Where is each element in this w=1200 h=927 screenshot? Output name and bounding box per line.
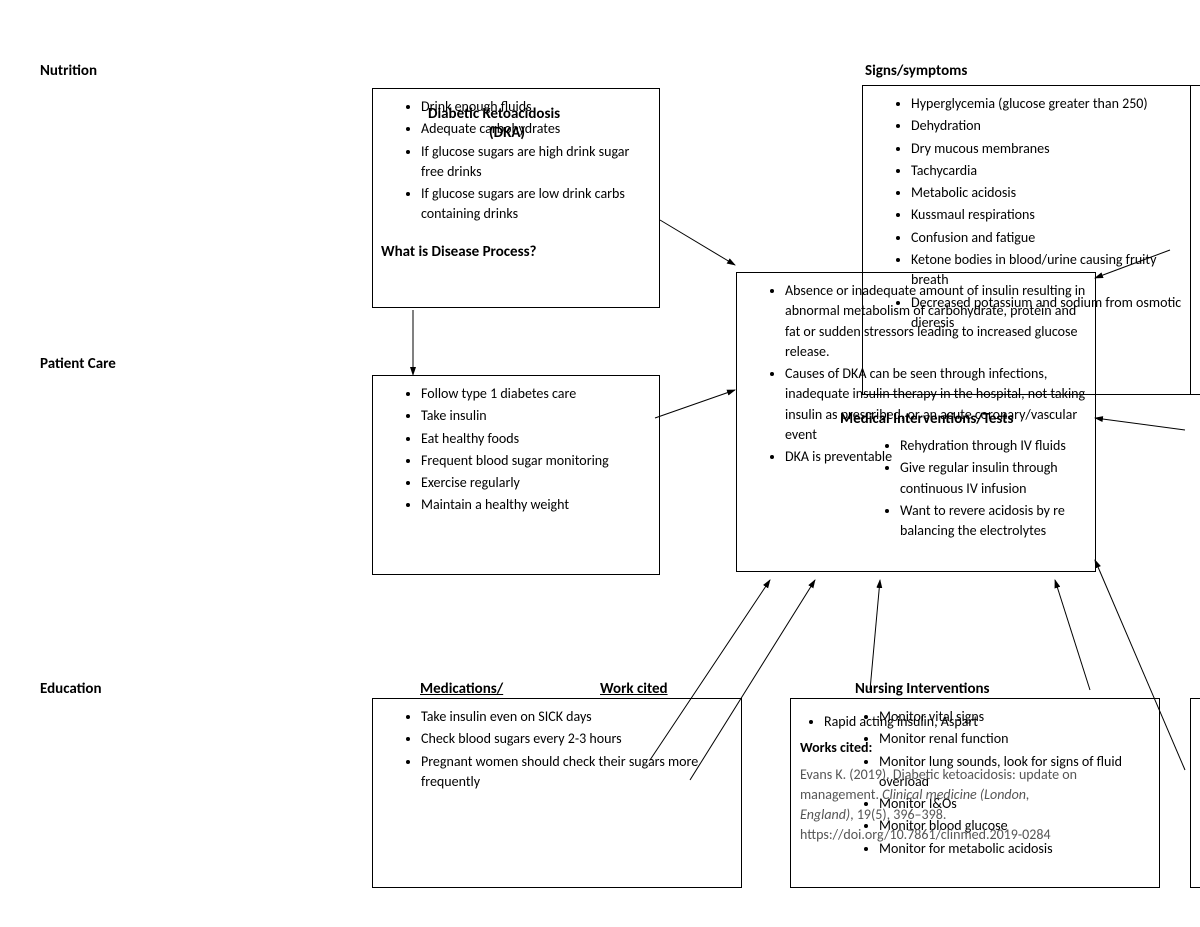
list-item: Causes of DKA can be seen through infect…: [785, 364, 1087, 445]
title-medications: Medications/: [420, 680, 503, 698]
box-patient-care: Follow type 1 diabetes care Take insulin…: [372, 375, 660, 575]
heading-disease-process: What is Disease Process?: [381, 243, 651, 261]
label-nutrition: Nutrition: [40, 62, 97, 80]
box-edge-cutoff-bottom: [1190, 698, 1200, 888]
list-item: Rapid acting insulin, Aspart: [824, 712, 1080, 732]
list-medical-interventions: Rehydration through IV fluids Give regul…: [870, 436, 1100, 543]
list-item: Dry mucous membranes: [911, 139, 1192, 159]
list-item: Eat healthy foods: [421, 429, 651, 449]
list-item: Give regular insulin through continuous …: [900, 458, 1100, 499]
label-education: Education: [40, 680, 102, 698]
list-item: Maintain a healthy weight: [421, 495, 651, 515]
list-item: Take insulin even on SICK days: [421, 707, 733, 727]
box-education: Take insulin even on SICK days Check blo…: [372, 698, 742, 888]
label-patient-care: Patient Care: [40, 355, 116, 373]
title-medical-interventions: Medical Interventions/Tests: [840, 410, 1013, 428]
concept-map-canvas: Nutrition Patient Care Education Signs/s…: [0, 0, 1200, 927]
list-item: If glucose sugars are high drink sugar f…: [421, 142, 651, 183]
list-item: Want to revere acidosis by re balancing …: [900, 501, 1100, 542]
title-work-cited: Work cited: [600, 680, 668, 698]
box-edge-cutoff-top: [1190, 85, 1200, 395]
heading-signs-symptoms: Signs/symptoms: [865, 62, 967, 80]
works-cited-heading: Works cited:: [800, 738, 1080, 758]
list-item: Follow type 1 diabetes care: [421, 384, 651, 404]
overlay-works-cited: Rapid acting insulin, Aspart Works cited…: [800, 712, 1080, 846]
list-item: If glucose sugars are low drink carbs co…: [421, 184, 651, 225]
list-item: Rehydration through IV fluids: [900, 436, 1100, 456]
list-item: Kussmaul respirations: [911, 205, 1192, 225]
list-item: Dehydration: [911, 116, 1192, 136]
list-item: Pregnant women should check their sugars…: [421, 752, 733, 793]
list-item: Confusion and fatigue: [911, 228, 1192, 248]
list-patient-care: Follow type 1 diabetes care Take insulin…: [381, 384, 651, 516]
list-education: Take insulin even on SICK days Check blo…: [381, 707, 733, 792]
list-item: Exercise regularly: [421, 473, 651, 493]
list-item: Absence or inadequate amount of insulin …: [785, 281, 1087, 362]
title-nursing-interventions: Nursing Interventions: [855, 680, 990, 698]
list-item: Hyperglycemia (glucose greater than 250): [911, 94, 1192, 114]
list-item: Frequent blood sugar monitoring: [421, 451, 651, 471]
list-item: Tachycardia: [911, 161, 1192, 181]
list-item: Take insulin: [421, 406, 651, 426]
list-item: Check blood sugars every 2-3 hours: [421, 729, 733, 749]
ref-line: Evans K. (2019). Diabetic ketoacidosis: …: [800, 765, 1080, 846]
title-dka-line1: Diabetic Ketoacidosis: [428, 105, 560, 123]
list-item: Metabolic acidosis: [911, 183, 1192, 203]
title-dka-line2: (DKA): [489, 124, 525, 142]
